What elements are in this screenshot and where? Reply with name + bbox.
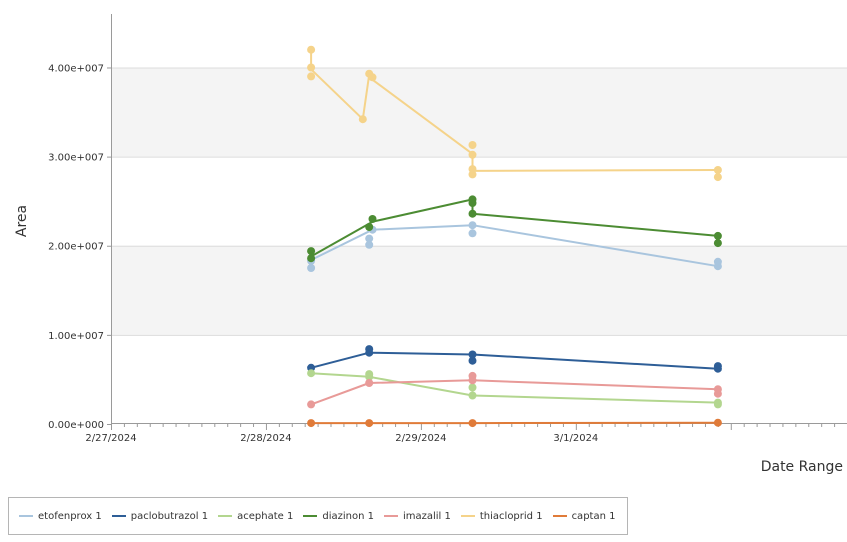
y-tick-label: 3.00e+007 xyxy=(48,153,104,164)
data-point xyxy=(468,199,477,207)
x-tick-label: 2/28/2024 xyxy=(240,433,291,444)
data-point xyxy=(358,115,367,124)
data-point xyxy=(468,170,477,179)
y-tick-label: 1.00e+007 xyxy=(48,331,104,342)
data-point xyxy=(368,215,377,223)
series-line xyxy=(311,372,718,404)
data-point xyxy=(365,419,374,428)
y-axis-ticks: 0.00e+000 1.00e+007 2.00e+007 3.00e+007 4.00… xyxy=(48,63,111,431)
x-axis-title: Date Range xyxy=(761,459,843,475)
x-axis-ticks: 2/27/2024 2/28/2024 2/29/2024 3/1/2024 xyxy=(85,424,836,444)
data-point xyxy=(468,391,477,400)
data-point xyxy=(365,370,374,379)
data-point xyxy=(307,369,316,378)
legend-label: acephate 1 xyxy=(237,510,294,522)
grid-band xyxy=(112,245,847,335)
y-tick-label: 2.00e+007 xyxy=(48,242,104,253)
legend-swatch xyxy=(303,515,318,517)
data-point xyxy=(468,150,477,159)
legend-label: diazinon 1 xyxy=(322,510,374,522)
legend-swatch xyxy=(19,515,33,517)
data-point xyxy=(368,73,377,82)
legend-item: etofenprox 1 xyxy=(19,511,102,522)
gridlines xyxy=(111,67,847,336)
data-point xyxy=(468,209,477,218)
x-tick-label: 3/1/2024 xyxy=(553,433,598,444)
series-group xyxy=(307,195,722,263)
chart: 0.00e+000 1.00e+007 2.00e+007 3.00e+007 4.00… xyxy=(14,14,847,475)
legend-swatch xyxy=(111,515,126,517)
data-point xyxy=(307,63,316,72)
y-tick-label: 0.00e+000 xyxy=(48,420,104,431)
series-line xyxy=(310,379,718,406)
data-point xyxy=(307,247,316,256)
data-point xyxy=(468,141,477,149)
series-layer xyxy=(307,45,722,428)
data-point xyxy=(468,229,477,238)
data-point xyxy=(365,234,374,243)
data-point xyxy=(713,418,722,427)
data-point xyxy=(713,173,722,182)
legend-item: paclobutrazol 1 xyxy=(111,510,209,522)
y-tick-label: 4.00e+007 xyxy=(48,63,104,74)
series-group xyxy=(307,418,722,428)
data-point xyxy=(713,166,722,174)
data-point xyxy=(468,356,477,365)
data-point xyxy=(307,400,316,409)
series-line xyxy=(310,224,719,268)
legend-swatch xyxy=(552,515,567,517)
legend-label: captan 1 xyxy=(571,510,616,522)
data-point xyxy=(307,45,316,54)
series-group xyxy=(307,371,722,409)
data-point xyxy=(713,400,722,409)
series-line xyxy=(310,351,718,370)
data-point xyxy=(468,221,477,230)
series-group xyxy=(307,345,722,373)
y-axis-title: Area xyxy=(14,205,30,237)
legend-item: captan 1 xyxy=(552,510,616,522)
legend-swatch xyxy=(218,515,233,517)
legend-item: acephate 1 xyxy=(218,511,293,522)
data-point xyxy=(713,389,722,398)
data-point xyxy=(307,254,316,263)
data-point xyxy=(365,345,374,354)
legend-label: thiacloprid 1 xyxy=(479,510,543,522)
data-point xyxy=(365,379,374,387)
series-group xyxy=(307,221,722,272)
series-group xyxy=(307,369,722,409)
data-point xyxy=(468,376,477,385)
legend-swatch xyxy=(460,515,475,517)
data-point xyxy=(713,239,722,248)
legend-label: etofenprox 1 xyxy=(38,510,102,522)
legend-label: imazalil 1 xyxy=(402,510,451,522)
series-group xyxy=(307,45,722,182)
grid-bands xyxy=(112,67,847,335)
data-point xyxy=(468,383,477,392)
data-point xyxy=(307,419,316,428)
grid-band xyxy=(112,67,847,157)
data-point xyxy=(365,223,374,231)
legend-swatch xyxy=(383,515,398,517)
data-point xyxy=(713,362,722,371)
data-point xyxy=(713,257,722,266)
data-point xyxy=(307,72,316,81)
data-point xyxy=(365,240,374,249)
data-point xyxy=(468,350,477,359)
x-tick-label: 2/29/2024 xyxy=(395,433,446,444)
data-point xyxy=(307,264,316,272)
data-point xyxy=(713,231,722,240)
legend-item: diazinon 1 xyxy=(303,511,374,522)
legend-item: imazalil 1 xyxy=(383,510,451,522)
legend: etofenprox 1 paclobutrazol 1 acephate 1 dia… xyxy=(8,497,628,535)
legend-label: paclobutrazol 1 xyxy=(130,510,209,522)
legend-item: thiacloprid 1 xyxy=(460,510,543,522)
x-tick-label: 2/27/2024 xyxy=(85,433,136,444)
data-point xyxy=(468,419,477,428)
